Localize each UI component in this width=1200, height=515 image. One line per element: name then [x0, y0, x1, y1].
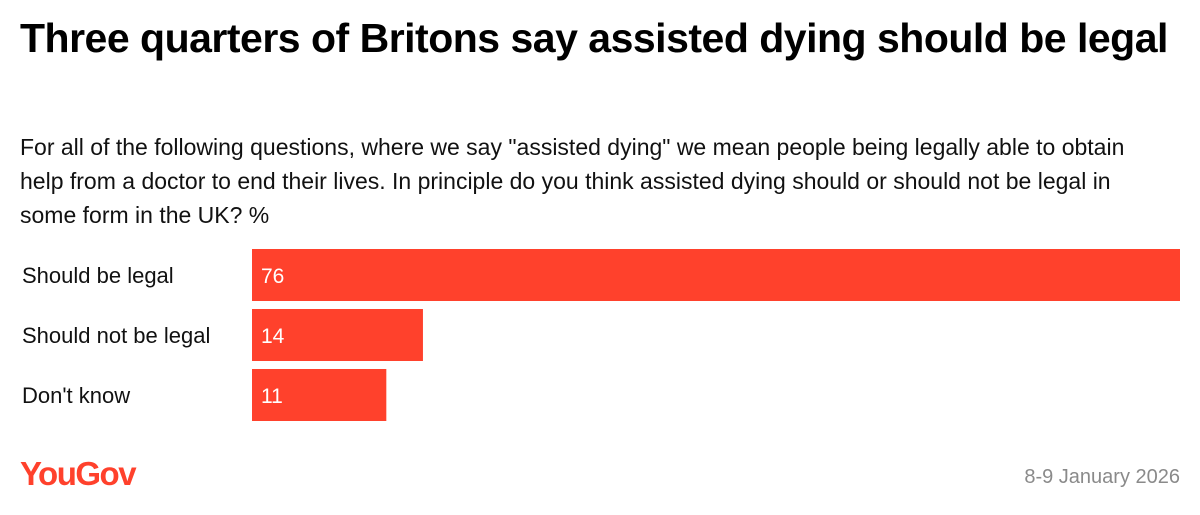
category-label: Don't know	[22, 383, 130, 408]
chart-subtitle: For all of the following questions, wher…	[20, 134, 1125, 228]
category-label: Should not be legal	[22, 323, 210, 348]
bar-chart: Should be legal 76 Should not be legal 14 Do…	[22, 249, 1180, 421]
bar-value-label: 76	[261, 265, 284, 288]
bar-value-label: 11	[261, 385, 283, 408]
category-label: Should be legal	[22, 263, 174, 288]
survey-date: 8-9 January 2026	[1024, 466, 1180, 488]
bar	[252, 369, 387, 421]
bar	[252, 309, 423, 361]
chart-title: Three quarters of Britons say assisted d…	[20, 15, 1168, 61]
yougov-logo: YouGov	[20, 455, 137, 492]
bar-value-label: 14	[261, 325, 285, 348]
bar	[252, 249, 1180, 301]
